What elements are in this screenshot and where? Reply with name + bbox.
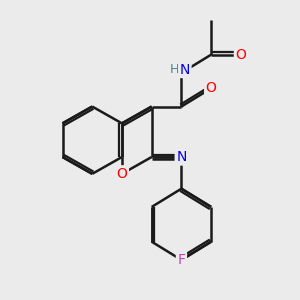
- Text: F: F: [177, 253, 185, 267]
- Text: O: O: [206, 81, 217, 95]
- Text: N: N: [180, 62, 190, 76]
- Text: N: N: [176, 150, 187, 164]
- Text: O: O: [236, 48, 246, 62]
- Text: O: O: [116, 167, 128, 181]
- Text: H: H: [170, 63, 179, 76]
